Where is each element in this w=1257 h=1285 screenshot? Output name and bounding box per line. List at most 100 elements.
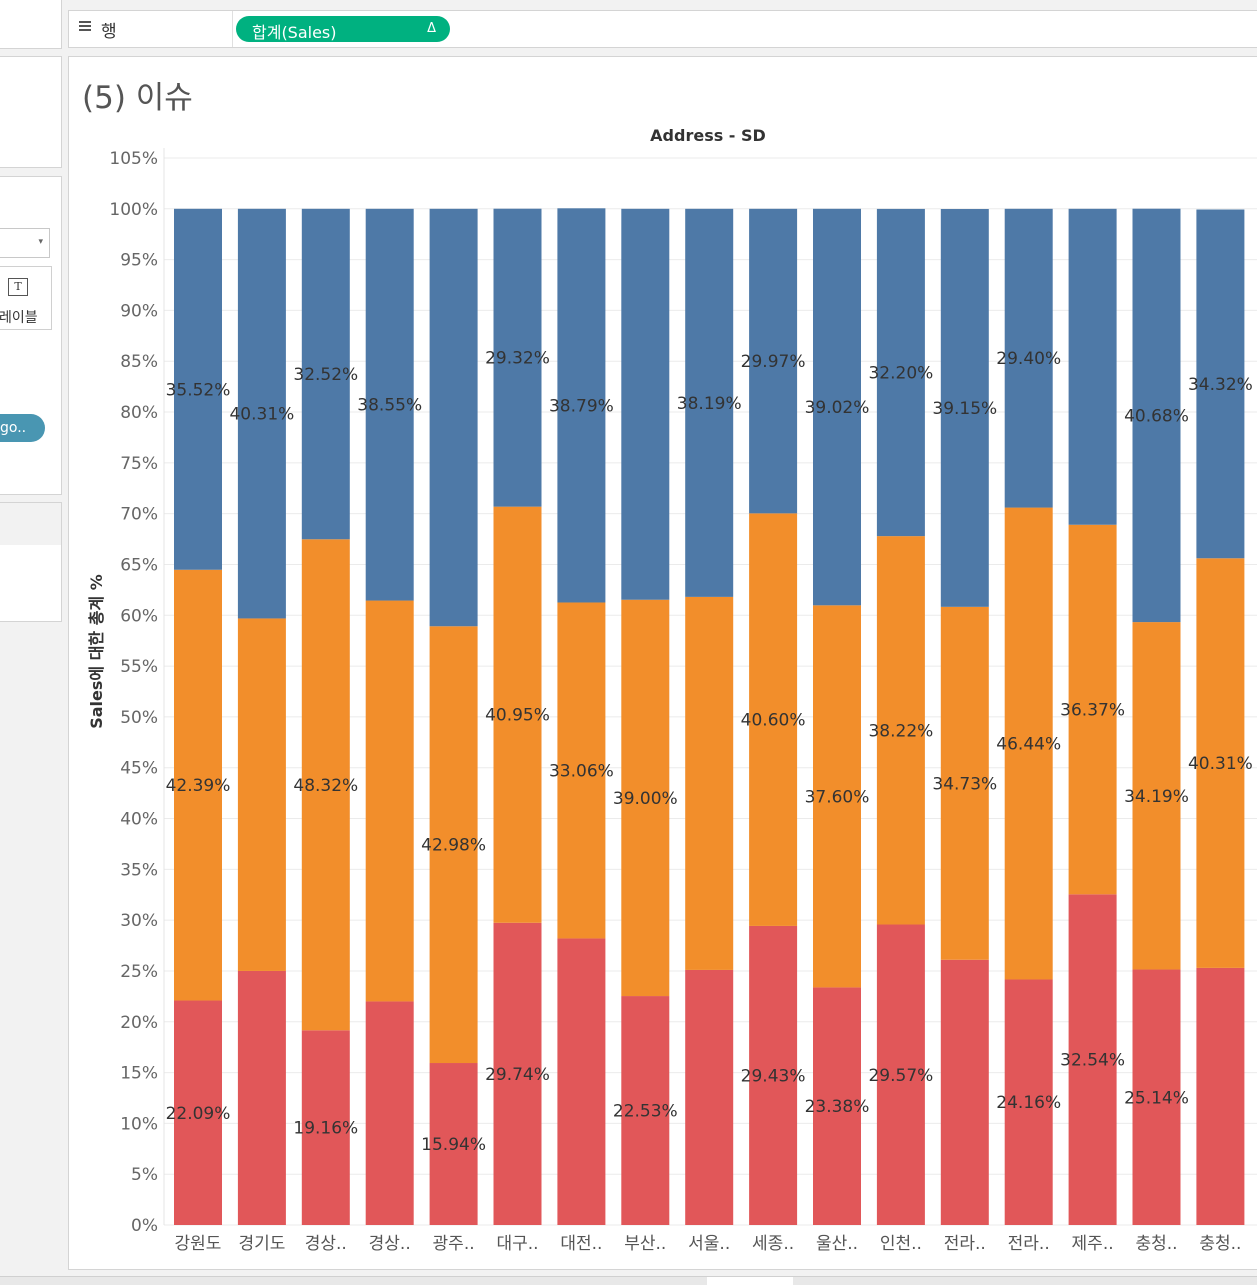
stacked-bar-chart: 0% 5% 10% 15% 20% 25% 30% 35% 40% 45% 50% 55% 60% 65%… [87, 126, 1257, 1254]
bar-segment [1068, 894, 1117, 1225]
y-axis-title: Sales에 대한 총계 % [87, 574, 106, 729]
bar-segment [237, 970, 286, 1225]
bar-segment [301, 1030, 350, 1225]
chart-title: Address - SD [650, 126, 766, 145]
rows-icon [79, 21, 91, 33]
bar-segment [621, 599, 670, 997]
bar-data-label: 25.14% [1124, 1088, 1189, 1108]
x-category-label: 인천.. [880, 1234, 922, 1254]
x-category-label: 대전.. [560, 1234, 602, 1254]
bar-segment [749, 208, 798, 514]
rows-shelf-label: 행 [101, 22, 117, 42]
bar-data-label: 19.16% [293, 1119, 358, 1139]
x-category-label: 경기도 [238, 1234, 285, 1254]
bar-data-label: 39.02% [805, 398, 870, 418]
y-tick-label: 65% [120, 555, 158, 575]
bar-segment [876, 208, 925, 537]
bar-segment [685, 208, 734, 597]
bar-segment [1196, 558, 1245, 968]
bar-data-label: 23.38% [805, 1097, 870, 1117]
x-category-label: 대구.. [496, 1234, 538, 1254]
marks-card [0, 176, 62, 495]
bar-data-label: 29.97% [741, 352, 806, 372]
table-calc-delta-icon: Δ [427, 21, 436, 36]
bar-data-label: 32.52% [293, 365, 358, 385]
bar-segment [174, 208, 222, 570]
color-field-pill[interactable]: go.. [0, 414, 45, 442]
y-tick-label: 95% [120, 251, 158, 271]
bar-segment [1196, 967, 1245, 1225]
bar-segment [429, 626, 478, 1064]
bar-data-label: 38.19% [677, 394, 742, 414]
bar-data-label: 15.94% [421, 1135, 486, 1155]
bar-segment [1004, 208, 1053, 508]
y-tick-label: 35% [120, 860, 158, 880]
bar-segment [365, 600, 414, 1002]
bar-data-label: 37.60% [805, 787, 870, 807]
bar-data-label: 29.40% [996, 349, 1061, 369]
bar-segment [685, 969, 734, 1225]
bar-segment [429, 1063, 478, 1225]
bar-data-label: 40.60% [741, 711, 806, 731]
y-tick-label: 40% [120, 810, 158, 830]
bar-segment [365, 208, 414, 601]
bar-segment [749, 925, 798, 1225]
bar-segment [940, 959, 989, 1225]
bar-data-label: 48.32% [293, 776, 358, 796]
bar-segment [557, 602, 606, 939]
bar-data-label: 34.19% [1124, 787, 1189, 807]
bar-segment [685, 596, 734, 970]
label-mark-button[interactable]: T 레이블 [0, 266, 52, 330]
bar-segment [557, 938, 606, 1225]
y-tick-label: 10% [120, 1114, 158, 1134]
x-category-label: 경상.. [305, 1234, 347, 1254]
bar-segment [237, 618, 286, 971]
bar-data-label: 35.52% [166, 380, 231, 400]
legend-card [0, 502, 62, 622]
x-category-label: 제주.. [1072, 1234, 1114, 1254]
bar-data-label: 40.31% [229, 405, 294, 425]
bar-segment [813, 987, 861, 1225]
bar-segment [493, 506, 542, 923]
bar-data-label: 29.32% [485, 349, 550, 369]
y-tick-label: 80% [120, 403, 158, 423]
y-tick-label: 70% [120, 505, 158, 525]
bar-segment [301, 208, 350, 540]
x-category-label: 세종.. [752, 1234, 794, 1254]
left-panel-pages [0, 56, 62, 168]
y-tick-label: 85% [120, 352, 158, 372]
bar-data-label: 24.16% [996, 1093, 1061, 1113]
y-tick-label: 100% [109, 200, 158, 220]
rows-shelf[interactable]: 행 합계(Sales) Δ [68, 10, 1257, 48]
bar-segment [174, 1000, 222, 1225]
bar-data-label: 33.06% [549, 761, 614, 781]
sheet-tabs-strip [0, 1276, 1257, 1285]
mark-type-dropdown[interactable]: ▾ [0, 228, 50, 258]
bar-segment [1004, 507, 1053, 980]
bar-data-label: 40.31% [1188, 754, 1253, 774]
y-tick-label: 55% [120, 657, 158, 677]
bar-data-label: 22.53% [613, 1102, 678, 1122]
x-category-label: 서울.. [688, 1234, 730, 1254]
bar-data-label: 40.95% [485, 706, 550, 726]
bar-data-label: 34.73% [932, 774, 997, 794]
bar-data-label: 29.57% [868, 1066, 933, 1086]
sheet-title: (5) 이슈 [82, 80, 193, 116]
bar-segment [621, 996, 670, 1225]
bar-segment [1196, 209, 1245, 559]
bar-data-label: 32.54% [1060, 1051, 1125, 1071]
bar-segment [1068, 208, 1117, 525]
x-category-label: 울산.. [816, 1234, 858, 1254]
left-panel-top [0, 0, 62, 49]
label-mark-text: 레이블 [0, 310, 38, 326]
sales-sum-pill-text: 합계(Sales) [252, 23, 337, 42]
bar-data-label: 29.74% [485, 1065, 550, 1085]
y-tick-label: 50% [120, 708, 158, 728]
active-sheet-tab[interactable] [707, 1277, 793, 1285]
sales-sum-pill[interactable]: 합계(Sales) Δ [236, 16, 450, 42]
bar-segment [1132, 208, 1181, 623]
bar-data-label: 42.39% [166, 776, 231, 796]
y-tick-label: 0% [131, 1216, 158, 1236]
bar-segment [876, 924, 925, 1225]
bar-data-label: 29.43% [741, 1066, 806, 1086]
